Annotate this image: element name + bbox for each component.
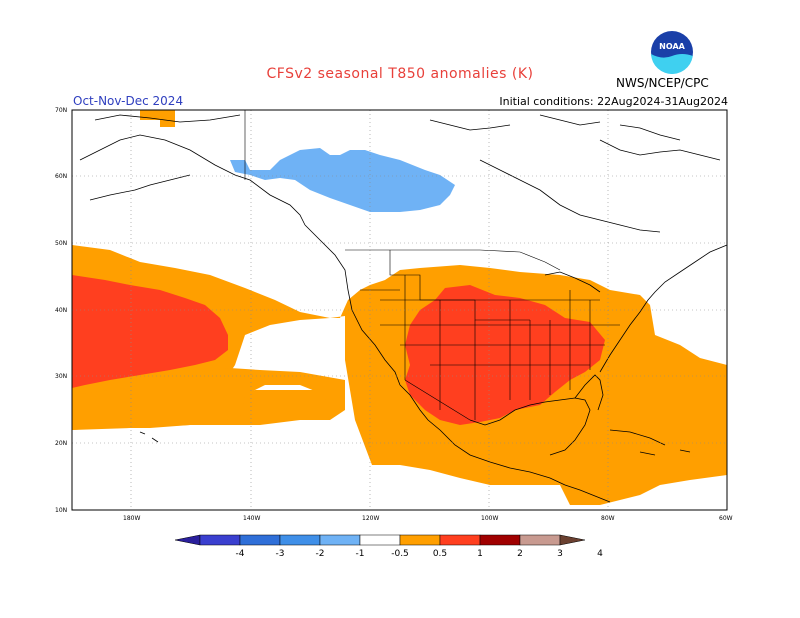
lat-label: 60N	[55, 173, 67, 180]
graticule	[72, 110, 727, 510]
lon-label: 180W	[123, 515, 140, 522]
anomaly-region-red-pacific	[72, 275, 228, 388]
colorbar-segment	[479, 534, 521, 546]
agency-label: NWS/NCEP/CPC	[616, 76, 709, 90]
lat-label: 50N	[55, 240, 67, 247]
colorbar-label: 0.5	[433, 549, 447, 559]
map-title: CFSv2 seasonal T850 anomalies (K)	[266, 66, 534, 82]
colorbar-segment	[399, 534, 441, 546]
lat-label: 10N	[55, 507, 67, 514]
anomaly-region-lightblue-canada	[230, 148, 455, 212]
anomaly-region-orange-arctic	[140, 110, 175, 127]
coastlines	[79, 114, 728, 503]
colorbar-segment	[519, 534, 561, 546]
colorbar-label: -3	[276, 549, 285, 559]
logo-text: NOAA	[659, 42, 685, 51]
colorbar-label: 2	[517, 549, 523, 559]
anomaly-region-orange-lower	[72, 368, 345, 430]
initial-conditions-label: Initial conditions: 22Aug2024-31Aug2024	[499, 95, 728, 108]
colorbar-arrow-left	[174, 534, 201, 546]
lon-label: 100W	[481, 515, 498, 522]
colorbar-label: -1	[356, 549, 365, 559]
lon-label: 80W	[601, 515, 615, 522]
noaa-logo-icon: NOAA	[651, 31, 694, 74]
lon-label: 140W	[243, 515, 260, 522]
colorbar-segment	[359, 534, 401, 546]
colorbar-segment	[279, 534, 321, 546]
colorbar-segment	[319, 534, 361, 546]
anomaly-region-red-us	[405, 285, 605, 425]
lat-label: 20N	[55, 440, 67, 447]
colorbar-label: 3	[557, 549, 563, 559]
colorbar-label: -2	[316, 549, 325, 559]
political-boundaries	[244, 110, 620, 421]
anomaly-region-orange-pacific	[72, 245, 727, 505]
lat-label: 70N	[55, 107, 67, 114]
lon-label: 60W	[719, 515, 733, 522]
lat-label: 30N	[55, 373, 67, 380]
colorbar-label: 4	[597, 549, 603, 559]
colorbar-label: -4	[236, 549, 245, 559]
lon-label: 120W	[362, 515, 379, 522]
map-frame	[71, 109, 728, 511]
longitude-labels: 180W 140W 120W 100W 80W 60W	[123, 515, 733, 522]
colorbar-segment	[199, 534, 241, 546]
colorbar-label: -0.5	[391, 549, 409, 559]
lat-label: 40N	[55, 307, 67, 314]
colorbar-arrow-right	[559, 534, 586, 546]
colorbar-segment	[239, 534, 281, 546]
latitude-labels: 70N 60N 50N 40N 30N 20N 10N	[55, 107, 67, 514]
colorbar-label: 1	[477, 549, 483, 559]
colorbar-segment	[439, 534, 481, 546]
colorbar: -4 -3 -2 -1 -0.5 0.5 1 2 3 4	[174, 534, 603, 559]
season-label: Oct-Nov-Dec 2024	[73, 94, 184, 108]
